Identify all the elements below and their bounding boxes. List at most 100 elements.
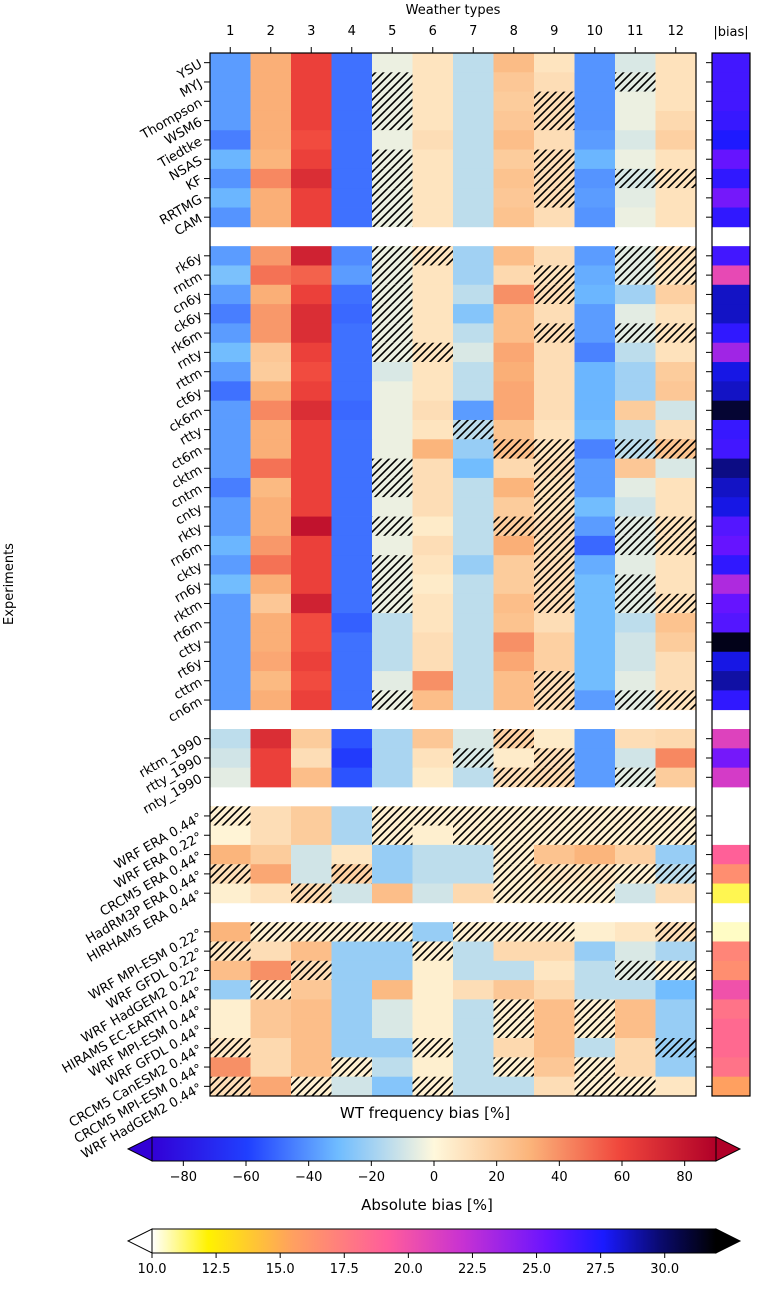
heatmap-cell [291,1038,332,1058]
heatmap-cell [453,613,494,633]
heatmap-cell [412,535,454,556]
heatmap-cell [453,246,494,266]
heatmap-cell [291,941,332,962]
absbias-cell [712,168,750,189]
heatmap-cells [210,53,697,1097]
hatch-overlay [534,555,575,575]
heatmap-cell [210,246,251,266]
heatmap-cell [534,632,575,653]
hatch-overlay [412,941,453,961]
heatmap-cell [493,207,535,228]
heatmap-cell [412,419,454,440]
heatmap-cell [453,72,494,93]
heatmap-cell [291,265,332,286]
hatch-overlay [615,574,656,594]
heatmap-cell [655,110,697,131]
heatmap-cell [453,999,494,1020]
heatmap-cell [655,419,697,440]
heatmap-cell [291,1057,332,1078]
heatmap-cell [453,458,494,479]
hatch-overlay [534,883,575,903]
colorbar2-tick-label: 25.0 [522,1262,551,1277]
absbias-cell [712,477,750,498]
x-tick-label: 11 [627,24,644,39]
heatmap-cell [291,748,332,769]
heatmap-cell [412,767,454,788]
hatch-overlay [574,864,615,884]
heatmap-cell [331,381,373,402]
heatmap-cell [453,767,494,788]
heatmap-cell [331,458,373,479]
heatmap-cell [250,960,292,981]
hatch-overlay [655,922,696,942]
heatmap-cell [534,1057,575,1078]
hatch-overlay [372,149,413,169]
absbias-cell [712,1038,750,1058]
heatmap-cell [655,188,697,208]
absbias-cell [712,651,750,672]
hatch-overlay [493,825,534,845]
heatmap-cell [574,690,616,711]
heatmap-cell [453,304,494,324]
heatmap-cell [574,748,616,769]
heatmap-cell [250,535,292,556]
heatmap-cell [210,439,251,460]
heatmap-cell [453,381,494,402]
heatmap-cell [493,246,535,266]
heatmap-cell [250,342,292,363]
heatmap-cell [615,671,656,691]
heatmap-cell [655,381,697,402]
heatmap-cell [574,941,616,962]
hatch-overlay [655,593,696,614]
heatmap-cell [453,439,494,460]
heatmap-cell [372,864,413,884]
heatmap-cell [210,458,251,479]
heatmap-cell [250,188,292,208]
heatmap-cell [331,593,373,614]
hatch-overlay [655,825,696,845]
heatmap-frame [209,52,697,1097]
heatmap-cell [331,1038,373,1058]
heatmap-cell [331,265,373,286]
heatmap-cell [615,922,656,942]
heatmap-cell [574,323,616,344]
heatmap-cell [331,284,373,305]
heatmap-cell [453,477,494,498]
hatch-overlay [250,980,291,1000]
heatmap-cell [210,516,251,537]
bias-column-label: |bias| [713,25,748,40]
heatmap-cell [250,304,292,324]
heatmap-cell [331,806,373,826]
heatmap-cell [372,980,413,1000]
hatch-overlay [655,864,696,884]
hatch-overlay [615,1076,656,1096]
heatmap-cell [210,767,251,788]
heatmap-cell [655,53,697,73]
heatmap-cell [493,72,535,93]
heatmap-cell [412,844,454,865]
hatch-overlay [615,767,656,787]
heatmap-cell [534,304,575,324]
colorbar2-tick-label: 20.0 [394,1262,423,1277]
heatmap-cell [331,72,373,93]
heatmap-cell [210,53,251,73]
heatmap-cell [291,168,332,189]
heatmap-cell [493,497,535,517]
heatmap-cell [250,767,292,788]
heatmap-cell [291,130,332,150]
heatmap-cell [615,651,656,672]
heatmap-cell [534,651,575,672]
hatch-overlay [534,864,575,884]
heatmap-cell [372,53,413,73]
heatmap-cell [210,960,251,981]
hatch-overlay [412,806,453,826]
heatmap-cell [372,883,413,904]
absbias-cell [712,497,750,517]
heatmap-cell [574,632,616,653]
hatch-overlay [493,729,534,749]
heatmap-cell [250,477,292,498]
heatmap-cell [615,883,656,904]
heatmap-cell [331,439,373,460]
heatmap-cell [655,304,697,324]
